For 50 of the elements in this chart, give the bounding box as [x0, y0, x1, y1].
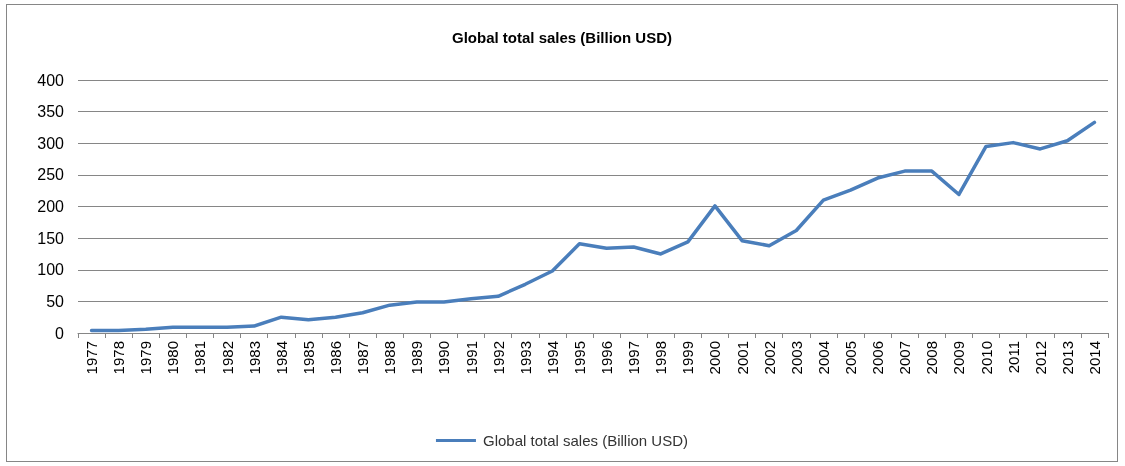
x-tick-label: 2012 — [1031, 341, 1049, 375]
x-tick-label: 1977 — [83, 341, 101, 375]
y-tick-label: 50 — [46, 292, 65, 310]
x-tick-label: 1979 — [137, 341, 155, 375]
x-tick-label: 2006 — [869, 341, 887, 375]
x-tick-label: 1995 — [570, 341, 588, 375]
y-tick-label: 350 — [37, 103, 65, 121]
x-tick-label: 2005 — [842, 341, 859, 375]
x-tick-label: 2009 — [950, 341, 968, 375]
y-tick-label: 150 — [37, 229, 65, 247]
x-tick-label: 1998 — [652, 341, 670, 375]
y-tick-label: 100 — [37, 261, 65, 279]
x-tick-label: 1983 — [245, 341, 263, 375]
x-tick-label: 1996 — [598, 341, 616, 375]
x-tick-label: 2002 — [760, 341, 778, 375]
x-tick-label: 2014 — [1085, 341, 1103, 375]
x-tick-label: 1993 — [516, 341, 534, 375]
x-tick-label: 1985 — [299, 341, 317, 375]
x-tick-label: 1986 — [327, 341, 344, 375]
x-tick-label: 2003 — [787, 341, 805, 375]
x-tick-label: 2000 — [706, 341, 724, 375]
chart-title: Global total sales (Billion USD) — [451, 29, 673, 46]
y-tick-label: 0 — [55, 324, 65, 342]
x-tick-label: 1992 — [489, 341, 507, 375]
x-tick-label: 1981 — [191, 341, 209, 375]
x-tick-label: 2001 — [733, 341, 751, 375]
x-tick-label: 2011 — [1004, 341, 1022, 374]
y-tick-label: 300 — [37, 134, 65, 152]
x-tick-label: 1994 — [543, 341, 561, 375]
x-tick-label: 2004 — [814, 341, 832, 375]
y-tick-label: 250 — [37, 166, 65, 184]
x-tick-label: 2008 — [923, 341, 941, 375]
x-tick-label: 2007 — [896, 341, 914, 375]
x-tick-label: 1988 — [381, 341, 399, 375]
x-tick-label: 1978 — [110, 341, 128, 375]
x-tick-label: 1999 — [679, 341, 697, 375]
line-series — [89, 120, 1097, 333]
x-tick-label: 1990 — [435, 341, 453, 375]
x-tick-label: 1997 — [625, 341, 643, 375]
legend-label: Global total sales (Billion USD) — [482, 432, 689, 449]
x-tick-label: 1991 — [462, 341, 480, 375]
y-tick-label: 200 — [37, 198, 65, 215]
x-tick-label: 1980 — [164, 341, 182, 375]
x-tick-label: 1984 — [272, 341, 290, 375]
x-tick-label: 1989 — [408, 341, 426, 375]
x-tick-label: 2013 — [1058, 341, 1076, 375]
x-tick-label: 1987 — [354, 341, 372, 375]
x-tick-label: 1982 — [218, 341, 236, 375]
x-tick-label: 2010 — [977, 341, 995, 375]
y-tick-label: 400 — [37, 71, 65, 89]
